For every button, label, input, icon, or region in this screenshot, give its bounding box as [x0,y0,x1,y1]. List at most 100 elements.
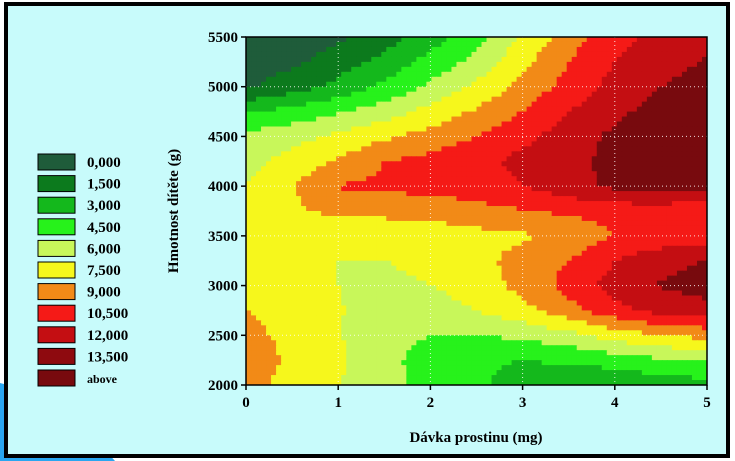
contour-cell [536,300,543,307]
contour-cell [571,275,578,282]
contour-cell [476,136,483,142]
contour-cell [621,51,628,58]
contour-cell [346,206,352,212]
contour-cell [251,211,257,217]
contour-cell [361,111,367,118]
contour-cell [506,136,513,142]
contour-cell [566,201,573,207]
contour-cell [431,255,438,262]
contour-cell [641,181,648,187]
contour-cell [571,270,578,277]
contour-cell [421,300,427,307]
contour-cell [661,86,668,93]
contour-cell [481,201,488,207]
contour-cell [366,270,372,277]
contour-cell [251,91,257,98]
contour-cell [256,66,262,73]
contour-cell [461,270,468,277]
contour-cell [581,220,588,227]
contour-cell [591,280,598,287]
contour-cell [301,46,307,53]
contour-cell [331,101,337,108]
contour-cell [371,240,377,247]
contour-cell [291,66,297,73]
contour-cell [691,111,698,118]
contour-cell [536,235,543,242]
contour-cell [601,250,608,257]
contour-cell [461,275,468,282]
contour-cell [586,46,593,53]
contour-cell [416,255,422,262]
contour-cell [336,156,342,162]
contour-cell [656,151,663,157]
contour-cell [626,56,633,63]
contour-cell [676,181,683,187]
contour-cell [341,81,347,88]
contour-cell [316,265,322,272]
contour-cell [701,211,707,217]
contour-cell [616,146,623,152]
contour-cell [246,255,252,262]
contour-cell [431,250,438,257]
contour-cell [516,270,523,277]
contour-cell [406,260,412,267]
contour-cell [461,66,468,73]
contour-cell [491,295,498,302]
contour-cell [441,181,448,187]
contour-cell [681,285,688,292]
contour-cell [446,215,453,222]
contour-cell [556,225,563,232]
contour-cell [631,66,638,73]
contour-cell [341,240,347,247]
contour-cell [441,290,448,297]
contour-cell [301,136,307,142]
contour-cell [416,290,422,297]
contour-cell [406,166,412,172]
contour-cell [441,71,448,78]
contour-cell [496,240,503,247]
contour-cell [341,211,347,217]
contour-cell [691,76,698,83]
contour-cell [606,181,613,187]
contour-cell [431,111,438,118]
contour-cell [371,116,377,123]
contour-cell [436,116,443,123]
contour-cell [256,280,262,287]
contour-cell [246,146,252,152]
contour-cell [651,230,658,237]
contour-cell [666,196,673,202]
contour-cell [266,250,272,257]
contour-cell [476,186,483,192]
contour-cell [591,295,598,302]
contour-cell [666,131,673,138]
contour-cell [641,141,648,147]
contour-cell [576,260,583,267]
contour-cell [501,131,508,138]
contour-cell [426,211,432,217]
contour-cell [336,196,342,202]
contour-cell [691,51,698,58]
contour-cell [516,290,523,297]
contour-cell [476,126,483,133]
contour-cell [591,96,598,103]
contour-cell [291,181,297,187]
contour-cell [541,181,548,187]
contour-cell [551,81,558,88]
contour-cell [616,225,623,232]
contour-cell [521,230,528,237]
contour-cell [296,86,302,93]
contour-cell [326,96,332,103]
contour-cell [476,235,483,242]
contour-cell [641,96,648,103]
contour-cell [586,161,593,167]
contour-cell [406,101,412,108]
contour-cell [416,300,422,307]
contour-cell [246,275,252,282]
contour-cell [571,215,578,222]
contour-cell [456,270,463,277]
contour-cell [331,96,337,103]
contour-cell [671,225,678,232]
contour-cell [301,151,307,157]
contour-cell [686,171,693,177]
contour-cell [496,106,503,113]
